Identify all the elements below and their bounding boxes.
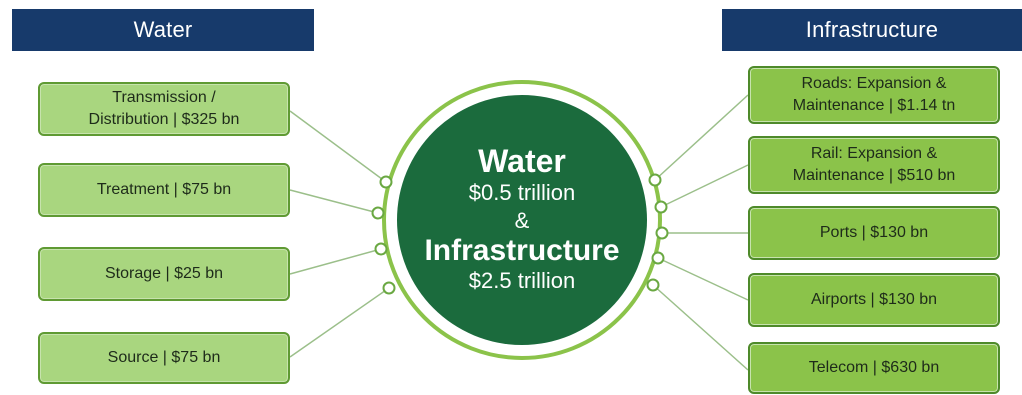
connector-node [651,251,665,265]
connector-line [657,257,749,301]
infra-telecom-box: Telecom | $630 bn [748,342,1000,394]
water-source-box: Source | $75 bn [38,332,290,384]
connector-node [646,278,660,292]
infra-rail-box: Rail: Expansion & Maintenance | $510 bn [748,136,1000,194]
connector-line [660,164,749,208]
connector-node [654,200,668,214]
connector-node [379,175,393,189]
water-header: Water [12,9,314,51]
connector-node [374,242,388,256]
connector-node [382,281,396,295]
box-label-line1: Rail: Expansion & [810,145,938,163]
outer-ring [382,80,662,360]
connector-line [289,248,382,275]
center-value-infrastructure: $2.5 trillion [468,268,576,294]
infra-roads-box: Roads: Expansion & Maintenance | $1.14 t… [748,66,1000,124]
box-label: Airports | $130 bn [810,291,937,309]
infra-ports-box: Ports | $130 bn [748,206,1000,260]
connector-line [652,284,749,371]
connector-node [655,226,669,240]
box-label: Source | $75 bn [107,349,221,367]
water-transmission-box: Transmission / Distribution | $325 bn [38,82,290,136]
water-storage-box: Storage | $25 bn [38,247,290,301]
box-label-line1: Roads: Expansion & [801,75,947,93]
center-title-water: Water [478,143,566,180]
box-label: Treatment | $75 bn [96,181,232,199]
connector-line [289,287,390,358]
infra-airports-box: Airports | $130 bn [748,273,1000,327]
water-treatment-box: Treatment | $75 bn [38,163,290,217]
connector-line [654,94,749,181]
connector-line [289,110,387,183]
connector-node [371,206,385,220]
box-label-line1: Transmission / [112,89,216,107]
center-ampersand: & [514,207,530,233]
connector-line [289,189,379,214]
box-label-line2: Maintenance | $1.14 tn [792,97,956,114]
box-label-line2: Maintenance | $510 bn [792,167,956,184]
box-label-line2: Distribution | $325 bn [88,111,240,128]
center-value-water: $0.5 trillion [468,180,576,206]
box-label: Telecom | $630 bn [808,359,940,377]
box-label: Storage | $25 bn [104,265,224,283]
box-label: Ports | $130 bn [819,224,929,242]
infrastructure-header: Infrastructure [722,9,1022,51]
center-title-infrastructure: Infrastructure [424,234,620,268]
connector-node [648,173,662,187]
center-summary-circle: Water $0.5 trillion & Infrastructure $2.… [397,95,647,345]
